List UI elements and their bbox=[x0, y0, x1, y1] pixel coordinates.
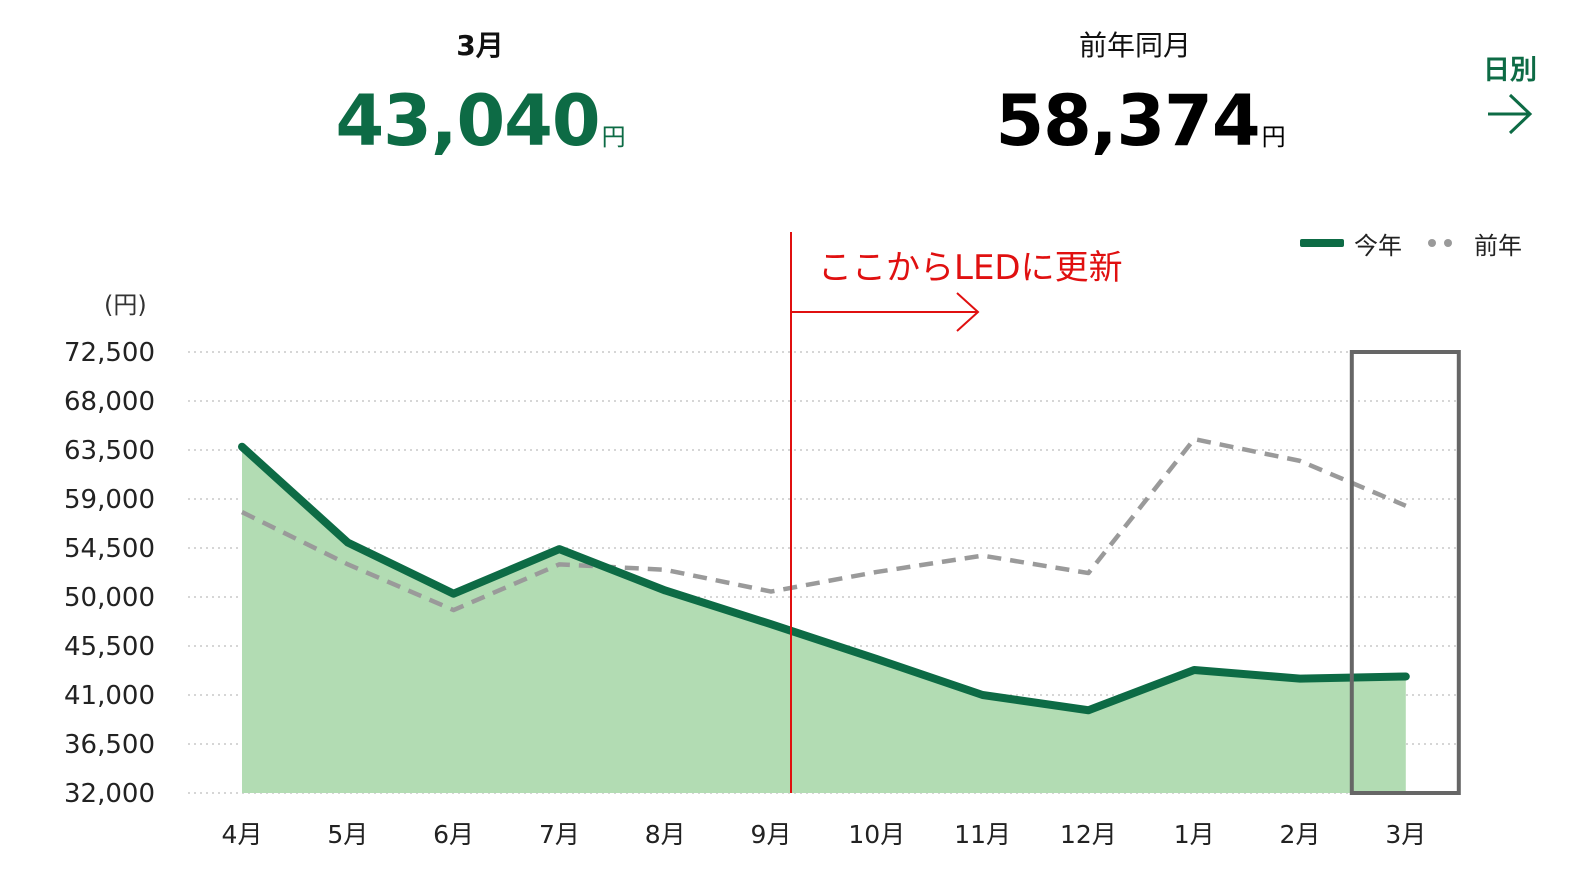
previous-amount: 58,374 bbox=[995, 80, 1260, 162]
x-tick-label: 5月 bbox=[327, 820, 368, 849]
y-tick-label: 54,500 bbox=[64, 534, 155, 564]
x-tick-label: 12月 bbox=[1060, 820, 1117, 849]
x-tick-label: 6月 bbox=[433, 820, 474, 849]
y-tick-label: 32,000 bbox=[64, 779, 155, 809]
y-tick-label: 63,500 bbox=[64, 436, 155, 466]
x-tick-label: 10月 bbox=[848, 820, 905, 849]
y-tick-label: 41,000 bbox=[64, 681, 155, 711]
current-month-label: 3月 bbox=[456, 29, 504, 62]
x-tick-label: 8月 bbox=[645, 820, 686, 849]
arrow-right-icon bbox=[1488, 93, 1533, 135]
y-tick-label: 36,500 bbox=[64, 730, 155, 760]
previous-year-value: 58,374円 bbox=[980, 80, 1300, 162]
legend-swatch-current bbox=[1300, 239, 1344, 247]
previous-year-line bbox=[241, 436, 1407, 613]
daily-view-link[interactable]: 日別 bbox=[1465, 48, 1555, 137]
x-tick-label: 9月 bbox=[751, 820, 792, 849]
legend-item-previous: 前年 bbox=[1428, 226, 1522, 261]
x-tick-label: 4月 bbox=[222, 820, 263, 849]
x-tick-label: 11月 bbox=[954, 820, 1011, 849]
x-tick-label: 1月 bbox=[1174, 820, 1215, 849]
current-unit: 円 bbox=[601, 123, 626, 151]
current-amount: 43,040 bbox=[335, 80, 600, 162]
y-tick-label: 50,000 bbox=[64, 583, 155, 613]
summary-panel: 3月 43,040円 前年同月 58,374円 bbox=[0, 0, 1577, 190]
chart-legend: 今年 前年 bbox=[1300, 226, 1522, 260]
highlight-box-current-month bbox=[1349, 350, 1461, 795]
y-tick-label: 59,000 bbox=[64, 485, 155, 515]
x-tick-label: 2月 bbox=[1280, 820, 1321, 849]
current-month-value: 43,040円 bbox=[320, 80, 640, 162]
y-axis-unit-label: (円) bbox=[104, 291, 147, 319]
previous-unit: 円 bbox=[1261, 123, 1286, 151]
x-tick-label: 7月 bbox=[539, 820, 580, 849]
legend-item-current: 今年 bbox=[1300, 226, 1402, 261]
y-tick-label: 72,500 bbox=[64, 338, 155, 368]
legend-label-previous: 前年 bbox=[1474, 231, 1522, 260]
led-update-annotation: ここからLEDに更新 bbox=[818, 248, 1123, 288]
previous-year-label: 前年同月 bbox=[1078, 29, 1191, 62]
legend-swatch-previous bbox=[1428, 239, 1460, 247]
y-tick-label: 68,000 bbox=[64, 387, 155, 417]
current-year-line bbox=[238, 442, 1410, 715]
current-year-area bbox=[242, 446, 1406, 793]
x-tick-label: 3月 bbox=[1385, 820, 1426, 849]
annotation-arrow-head bbox=[956, 292, 980, 332]
daily-view-label: 日別 bbox=[1483, 55, 1537, 86]
legend-label-current: 今年 bbox=[1354, 231, 1402, 260]
y-tick-label: 45,500 bbox=[64, 632, 155, 662]
